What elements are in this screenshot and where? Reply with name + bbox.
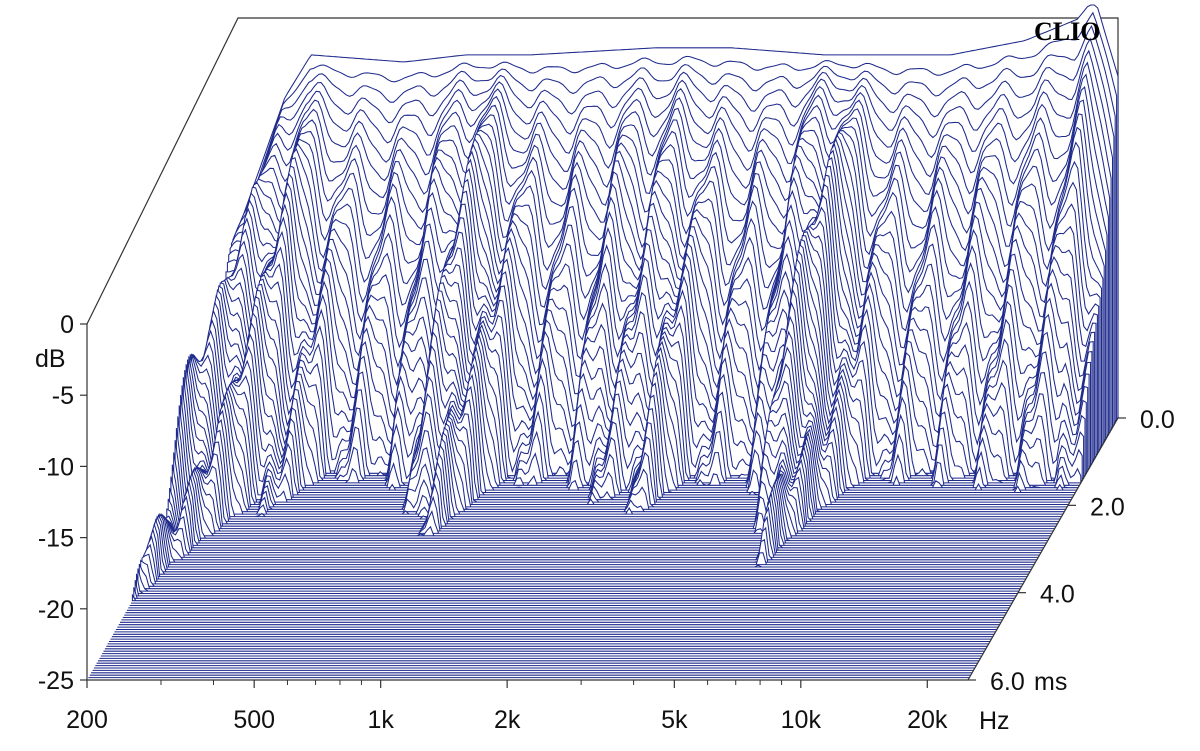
- x-axis-unit-label: Hz: [979, 707, 1010, 735]
- time-axis-line: [967, 417, 1119, 681]
- waterfall-slice: [156, 515, 1039, 558]
- waterfall-slice: [171, 464, 1054, 533]
- waterfall-slice: [142, 543, 1025, 582]
- waterfall-slice: [147, 522, 1029, 575]
- waterfall-slice: [152, 512, 1035, 566]
- waterfall-slice: [163, 482, 1046, 546]
- waterfall-slice: [145, 528, 1028, 578]
- waterfall-slice: [164, 479, 1047, 544]
- waterfall-slice: [151, 513, 1033, 568]
- x-tick-label: 5k: [661, 706, 688, 734]
- waterfall-slice: [158, 506, 1040, 556]
- time-axis-ticks: 0.0 2.0 4.0 6.0: [968, 406, 1175, 696]
- waterfall-slices: [87, 4, 1119, 681]
- waterfall-slice: [169, 468, 1051, 537]
- y-tick-label: 0: [60, 311, 74, 339]
- waterfall-slice: [137, 568, 1019, 592]
- x-tick-label: 2k: [494, 706, 521, 734]
- waterfall-slice: [191, 301, 1073, 498]
- waterfall-slice: [173, 452, 1055, 530]
- y-tick-label: -15: [38, 525, 74, 553]
- waterfall-slice: [186, 346, 1069, 506]
- waterfall-slice: [189, 315, 1072, 501]
- brand-logo-text: CLIO: [1034, 17, 1100, 46]
- y-tick-label: -25: [38, 667, 74, 695]
- waterfall-slice: [144, 535, 1026, 580]
- waterfall-slice: [159, 498, 1041, 554]
- waterfall-slice: [153, 512, 1036, 563]
- waterfall-slice: [155, 513, 1037, 561]
- x-tick-label: 1k: [367, 706, 394, 734]
- waterfall-slice: [175, 428, 1058, 525]
- waterfall-slice: [141, 553, 1023, 585]
- x-tick-label: 200: [66, 706, 108, 734]
- time-axis-unit-label: ms: [1034, 668, 1067, 696]
- time-tick-label: 0.0: [1140, 406, 1175, 434]
- waterfall-slice: [162, 488, 1044, 549]
- time-tick-label: 4.0: [1040, 581, 1075, 609]
- chart-axes: 200 500 1k 2k 5k 10k 20k 0 -5 -10 -15 -20 -25 0.0 2.…: [38, 311, 1175, 734]
- waterfall-slice: [180, 394, 1062, 518]
- y-axis-unit-label: dB: [35, 345, 66, 373]
- waterfall-slice: [177, 416, 1059, 522]
- waterfall-slice: [166, 475, 1048, 542]
- y-tick-label: -5: [52, 382, 74, 410]
- x-tick-label: 500: [233, 706, 275, 734]
- waterfall-slice: [167, 470, 1050, 539]
- waterfall-slice: [160, 493, 1043, 551]
- y-tick-label: -20: [38, 596, 74, 624]
- waterfall-slice: [174, 440, 1057, 527]
- y-axis-ticks: 0 -5 -10 -15 -20 -25: [38, 311, 87, 695]
- waterfall-slice: [135, 573, 1018, 595]
- waterfall-slice: [134, 579, 1017, 597]
- waterfall-slice: [149, 515, 1032, 570]
- waterfall-slice: [133, 587, 1015, 599]
- waterfall-slice: [181, 385, 1063, 515]
- waterfall-slice: [182, 377, 1065, 513]
- waterfall-slice: [184, 370, 1066, 510]
- waterfall-slice: [178, 405, 1061, 520]
- waterfall-slice: [131, 593, 1014, 602]
- time-tick-label: 6.0: [990, 668, 1025, 696]
- waterfall-slice: [170, 466, 1052, 535]
- time-tick-label: 2.0: [1090, 493, 1125, 521]
- waterfall-slice: [185, 363, 1068, 508]
- x-tick-label: 10k: [781, 706, 822, 734]
- waterfall-slice: [148, 518, 1030, 573]
- waterfall-slice: [140, 559, 1022, 587]
- waterfall-slice: [188, 330, 1070, 503]
- x-tick-label: 20k: [907, 706, 948, 734]
- y-tick-label: -10: [38, 453, 74, 481]
- waterfall-slice: [138, 563, 1021, 590]
- x-axis-ticks: 200 500 1k 2k 5k 10k 20k: [66, 680, 948, 734]
